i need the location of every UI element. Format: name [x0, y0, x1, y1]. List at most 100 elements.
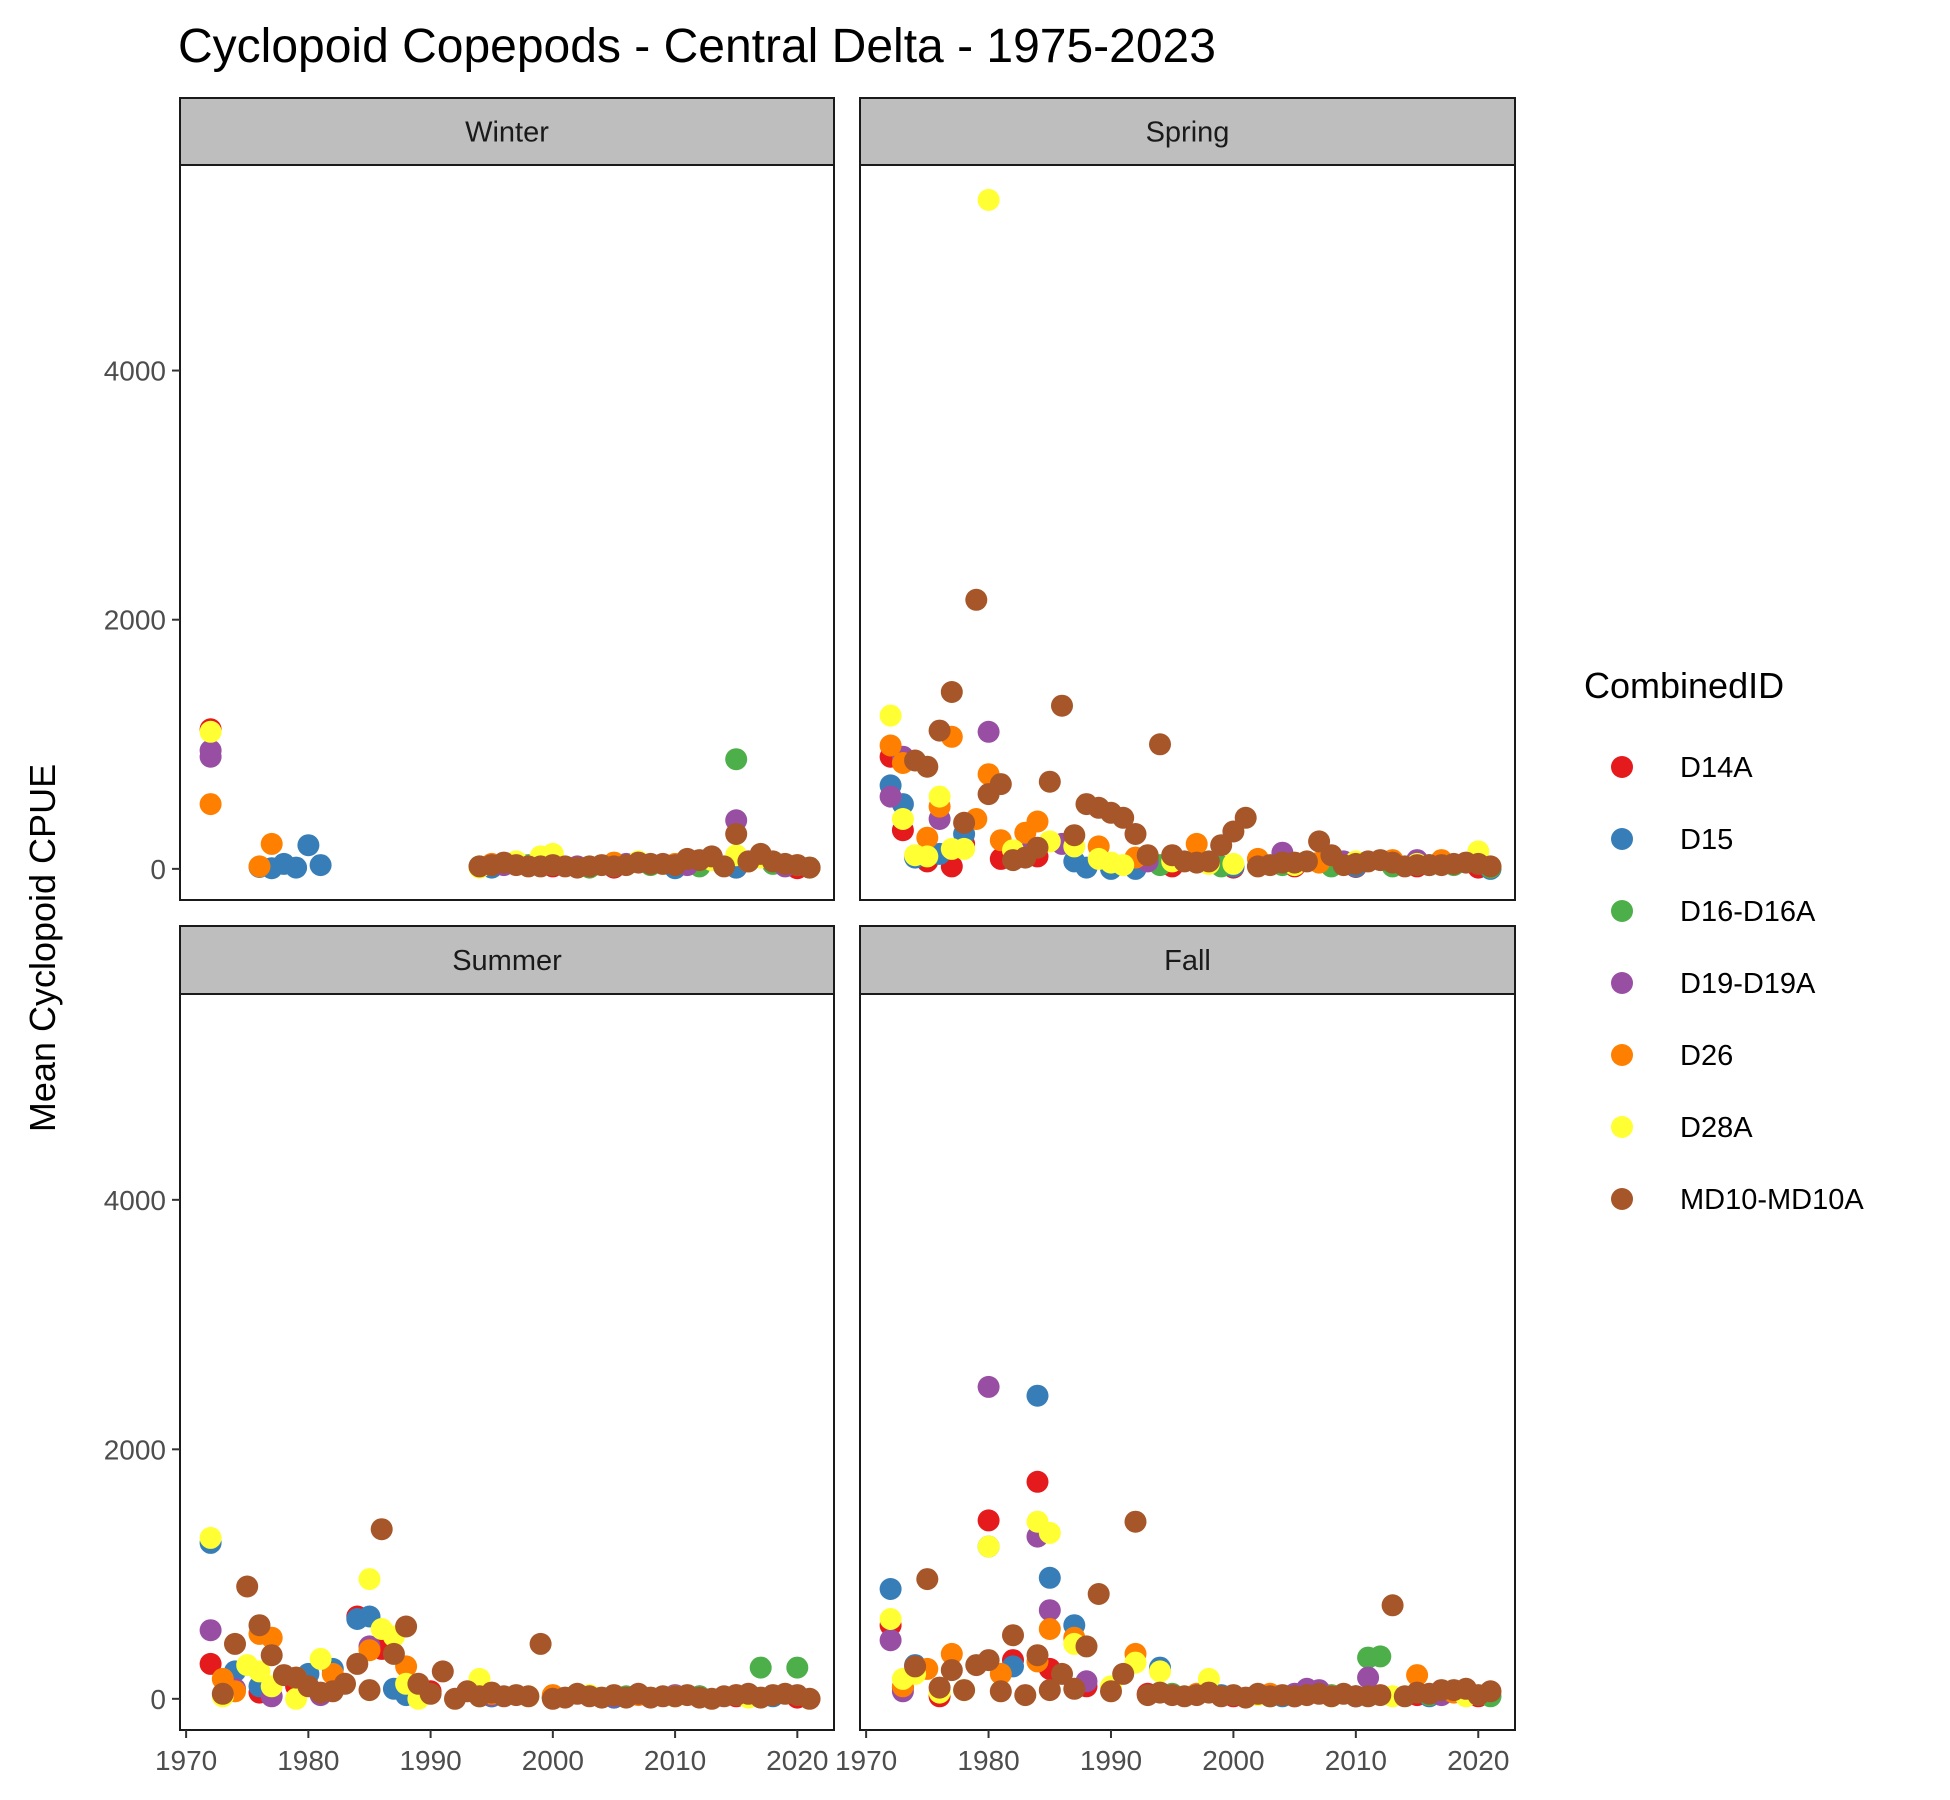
point-fall-md10-md10a — [1100, 1680, 1122, 1703]
point-summer-md10-md10a — [211, 1682, 234, 1705]
point-spring-md10-md10a — [1051, 694, 1073, 717]
point-summer-d16-d16a — [749, 1656, 772, 1679]
legend-label: MD10-MD10A — [1680, 1184, 1864, 1216]
legend-label: D28A — [1680, 1112, 1753, 1144]
point-winter-d16-d16a — [725, 748, 748, 771]
point-spring-md10-md10a — [989, 773, 1012, 796]
y-tick-label: 2000 — [104, 1434, 166, 1465]
point-summer-md10-md10a — [224, 1632, 246, 1655]
x-tick-label: 1990 — [1080, 1745, 1142, 1776]
panel-summer: Summer 0 2000 4000 1970 1980 1990 2000 2010 2020 — [104, 925, 835, 1776]
panel-background-fall — [860, 994, 1515, 1730]
legend: CombinedID D14A D15 D16-D16A D19-D19A D26 D28… — [1584, 665, 1864, 1216]
point-fall-d19-d19a — [977, 1375, 1000, 1398]
points-fall — [879, 1375, 1502, 1709]
point-fall-md10-md10a — [1087, 1583, 1110, 1605]
point-spring-d28a — [1112, 854, 1135, 877]
point-summer-md10-md10a — [346, 1652, 369, 1675]
point-spring-md10-md10a — [1479, 855, 1502, 878]
point-fall-md10-md10a — [1124, 1510, 1147, 1533]
legend-label: D16-D16A — [1680, 896, 1816, 928]
point-fall-md10-md10a — [928, 1676, 951, 1699]
x-tick-label: 2000 — [1202, 1745, 1264, 1776]
legend-label: D15 — [1680, 824, 1733, 856]
point-fall-md10-md10a — [916, 1568, 939, 1591]
point-spring-md10-md10a — [1295, 850, 1318, 873]
point-spring-md10-md10a — [1149, 733, 1171, 756]
point-fall-d28a — [879, 1608, 902, 1630]
point-summer-md10-md10a — [419, 1682, 442, 1705]
y-tick-label: 4000 — [104, 356, 166, 387]
point-fall-d28a — [1038, 1521, 1061, 1544]
point-winter-d26 — [260, 832, 283, 855]
point-winter-md10-md10a — [725, 823, 748, 845]
point-summer-md10-md10a — [431, 1660, 454, 1683]
legend-swatch — [1611, 1044, 1633, 1066]
legend-items: D14A D15 D16-D16A D19-D19A D26 D28A MD10-MD10A — [1611, 752, 1864, 1216]
y-tick-label: 0 — [150, 1684, 166, 1715]
point-fall-d26 — [1406, 1664, 1429, 1687]
point-summer-md10-md10a — [370, 1518, 393, 1541]
point-winter-md10-md10a — [713, 855, 735, 878]
point-fall-d15 — [1038, 1566, 1061, 1589]
point-winter-d26 — [248, 855, 271, 878]
point-winter-d15 — [309, 854, 332, 877]
strip-spring — [859, 97, 1516, 166]
point-spring-md10-md10a — [1197, 850, 1220, 873]
point-spring-d28a — [879, 704, 902, 727]
point-winter-d26 — [199, 793, 222, 816]
point-summer-d19-d19a — [199, 1619, 222, 1642]
legend-swatch — [1611, 828, 1633, 850]
legend-item-d15: D15 — [1611, 824, 1733, 856]
point-spring-md10-md10a — [1026, 836, 1049, 859]
point-spring-md10-md10a — [1234, 806, 1257, 829]
point-fall-md10-md10a — [1063, 1677, 1086, 1700]
point-winter-d19-d19a — [199, 739, 222, 762]
legend-swatch — [1611, 972, 1633, 994]
strip-fall — [859, 925, 1516, 995]
x-tick-label: 2000 — [522, 1745, 584, 1776]
x-tick-label: 1980 — [957, 1745, 1019, 1776]
point-spring-d28a — [1222, 852, 1245, 875]
point-summer-md10-md10a — [382, 1642, 405, 1665]
point-fall-md10-md10a — [953, 1679, 976, 1702]
point-spring-d26 — [1026, 810, 1049, 833]
point-summer-d14a — [199, 1652, 222, 1675]
x-tick-label: 2010 — [1325, 1745, 1387, 1776]
point-fall-md10-md10a — [1075, 1635, 1098, 1658]
point-fall-d15 — [1026, 1384, 1049, 1407]
strip-label-spring: Spring — [1146, 117, 1230, 149]
point-summer-d28a — [248, 1660, 271, 1683]
strip-label-winter: Winter — [465, 117, 549, 149]
points-winter — [199, 718, 821, 880]
legend-item-d14a: D14A — [1611, 752, 1753, 784]
point-fall-d16-d16a — [1369, 1645, 1392, 1668]
point-spring-md10-md10a — [1063, 824, 1086, 847]
panel-fall: Fall 1970 1980 1990 2000 2010 2020 — [835, 925, 1516, 1776]
legend-swatch — [1611, 756, 1633, 778]
point-summer-d28a — [358, 1568, 381, 1591]
legend-swatch — [1611, 1188, 1633, 1210]
strip-label-fall: Fall — [1164, 945, 1211, 977]
point-spring-d26 — [1185, 832, 1208, 855]
panel-background-winter — [180, 165, 834, 900]
point-summer-d28a — [309, 1647, 332, 1670]
point-fall-d14a — [977, 1509, 1000, 1532]
legend-label: D26 — [1680, 1040, 1733, 1072]
panel-background-spring — [860, 165, 1515, 900]
point-summer-md10-md10a — [260, 1644, 283, 1667]
legend-title: CombinedID — [1584, 665, 1784, 706]
y-axis-title: Mean Cyclopoid CPUE — [22, 764, 63, 1132]
panel-winter: Winter 0 2000 4000 — [104, 97, 835, 901]
legend-swatch — [1611, 1116, 1633, 1138]
x-tick-label: 1980 — [277, 1745, 339, 1776]
point-spring-d19-d19a — [977, 720, 1000, 743]
panel-spring: Spring — [859, 97, 1516, 901]
x-tick-label: 2020 — [766, 1745, 828, 1776]
point-fall-md10-md10a — [989, 1680, 1012, 1703]
point-fall-md10-md10a — [1381, 1594, 1404, 1617]
point-spring-d28a — [953, 837, 976, 860]
y-tick-label: 0 — [150, 854, 166, 885]
point-fall-md10-md10a — [1051, 1662, 1073, 1685]
